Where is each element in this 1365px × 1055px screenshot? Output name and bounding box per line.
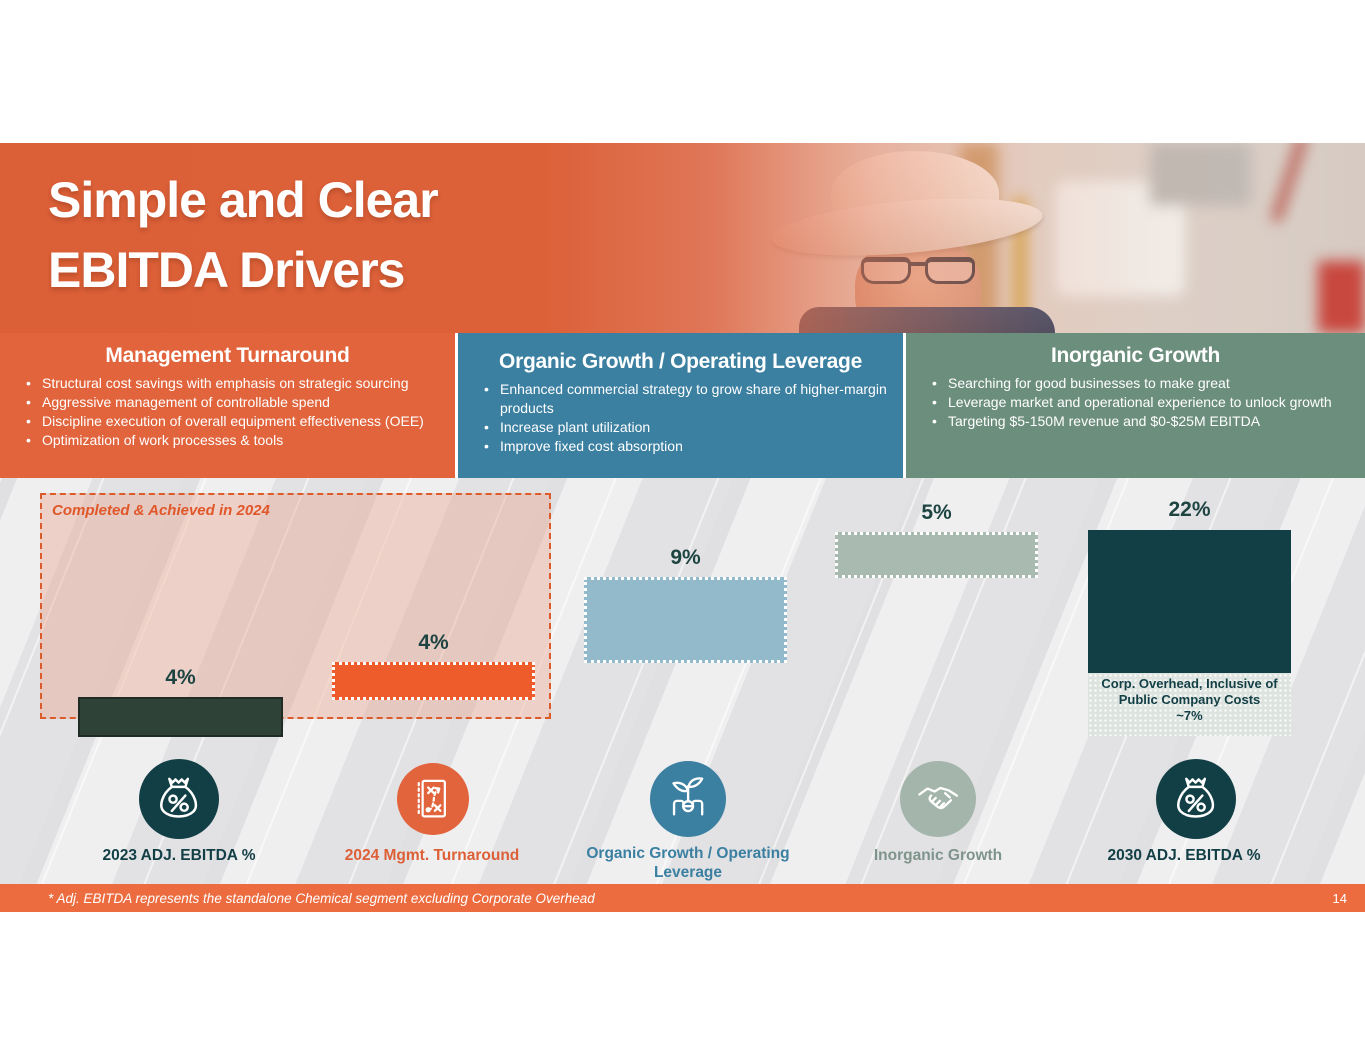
corp-overhead-text: Corp. Overhead, Inclusive of Public Comp… bbox=[1101, 676, 1278, 707]
bar-value-inorganic-growth: 5% bbox=[921, 501, 952, 524]
pillar-bullet-list: Enhanced commercial strategy to grow sha… bbox=[458, 380, 903, 456]
legend-label-organic-growth: Organic Growth / Operating Leverage bbox=[586, 845, 790, 881]
pillar-title: Inorganic Growth bbox=[1050, 344, 1221, 367]
bullet-item: Optimization of work processes & tools bbox=[24, 431, 441, 450]
bar-inorganic-growth bbox=[835, 532, 1038, 578]
bullet-item: Aggressive management of controllable sp… bbox=[24, 393, 441, 412]
bullet-item: Improve fixed cost absorption bbox=[482, 437, 889, 456]
bar-value-mgmt-turnaround: 4% bbox=[418, 631, 449, 654]
bar-mgmt-turnaround bbox=[332, 662, 535, 700]
corp-overhead-note: Corp. Overhead, Inclusive of Public Comp… bbox=[1088, 673, 1291, 736]
legend-label-2023-ebitda: 2023 ADJ. EBITDA % bbox=[102, 847, 256, 864]
pillar-bullet-list: Structural cost savings with emphasis on… bbox=[0, 374, 455, 450]
slide-title: Simple and Clear EBITDA Drivers bbox=[48, 165, 439, 305]
slide-title-line2: EBITDA Drivers bbox=[48, 242, 405, 298]
bar-organic-growth bbox=[584, 577, 787, 663]
slide-title-line1: Simple and Clear bbox=[48, 172, 439, 228]
footnote-text: * Adj. EBITDA represents the standalone … bbox=[48, 890, 595, 906]
footer-bar: * Adj. EBITDA represents the standalone … bbox=[0, 884, 1365, 912]
bar-2023-ebitda bbox=[78, 697, 283, 737]
legend-label-inorganic-growth: Inorganic Growth bbox=[873, 847, 1003, 864]
bar-value-2023-ebitda: 4% bbox=[165, 666, 196, 689]
bullet-item: Searching for good businesses to make gr… bbox=[930, 374, 1351, 393]
legend-label-mgmt-turnaround: 2024 Mgmt. Turnaround bbox=[344, 847, 520, 864]
bullet-item: Enhanced commercial strategy to grow sha… bbox=[482, 380, 889, 418]
pillar-management-turnaround: Management Turnaround Structural cost sa… bbox=[0, 333, 455, 478]
sprout-icon bbox=[650, 761, 726, 837]
bullet-item: Leverage market and operational experien… bbox=[930, 393, 1351, 412]
pillar-organic-growth: Organic Growth / Operating Leverage Enha… bbox=[458, 333, 903, 478]
orange-gradient-overlay bbox=[0, 143, 1365, 333]
money-bag-icon bbox=[1156, 759, 1236, 839]
bar-value-2030-ebitda: 22% bbox=[1168, 498, 1211, 521]
corp-overhead-value: ~7% bbox=[1176, 708, 1203, 723]
bullet-item: Structural cost savings with emphasis on… bbox=[24, 374, 441, 393]
pillar-boxes: Management Turnaround Structural cost sa… bbox=[0, 333, 1365, 478]
handshake-icon bbox=[900, 761, 976, 837]
presentation-slide: Simple and Clear EBITDA Drivers Manageme… bbox=[0, 143, 1365, 912]
completed-2024-label: Completed & Achieved in 2024 bbox=[52, 502, 270, 519]
pillar-title: Management Turnaround bbox=[105, 344, 350, 367]
pillar-inorganic-growth: Inorganic Growth Searching for good busi… bbox=[906, 333, 1365, 478]
bullet-item: Increase plant utilization bbox=[482, 418, 889, 437]
legend-label-2030-ebitda: 2030 ADJ. EBITDA % bbox=[1107, 847, 1261, 864]
pillar-bullet-list: Searching for good businesses to make gr… bbox=[906, 374, 1365, 431]
pillar-title: Organic Growth / Operating Leverage bbox=[499, 350, 862, 373]
money-bag-icon bbox=[139, 759, 219, 839]
bullet-item: Discipline execution of overall equipmen… bbox=[24, 412, 441, 431]
bullet-item: Targeting $5-150M revenue and $0-$25M EB… bbox=[930, 412, 1351, 431]
page-number: 14 bbox=[1332, 890, 1347, 906]
strategy-icon bbox=[397, 763, 469, 835]
ebitda-waterfall-chart: Completed & Achieved in 2024 4% 4% 9% 5%… bbox=[0, 478, 1365, 884]
bar-2030-ebitda bbox=[1088, 530, 1291, 673]
header-banner: Simple and Clear EBITDA Drivers bbox=[0, 143, 1365, 333]
bar-value-organic-growth: 9% bbox=[670, 546, 701, 569]
